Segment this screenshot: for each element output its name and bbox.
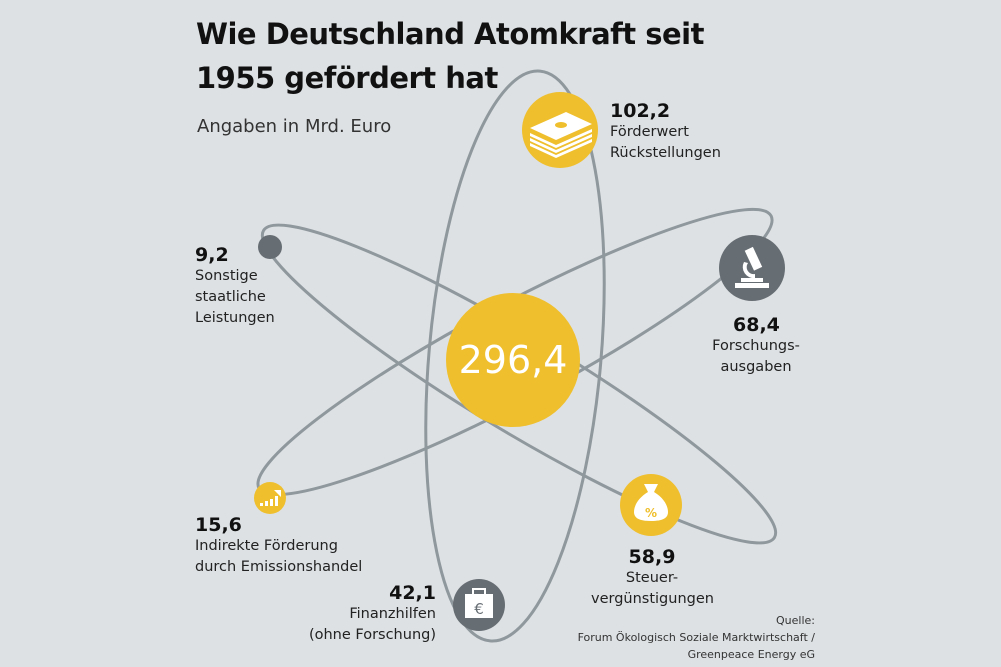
svg-text:%: %: [645, 506, 657, 520]
item-finanzhilfen: 42,1 Finanzhilfen (ohne Forschung): [306, 582, 436, 646]
subtitle: Angaben in Mrd. Euro: [197, 116, 392, 137]
item-emissionshandel: 15,6 Indirekte Förderung durch Emissions…: [195, 514, 362, 578]
money-stack-icon: [522, 92, 598, 168]
item-label: vergünstigungen: [591, 591, 714, 607]
orbit-vertical: [424, 69, 606, 643]
item-label: durch Emissionshandel: [195, 559, 363, 575]
item-label: ausgaben: [720, 359, 792, 375]
item-value: 102,2: [610, 100, 671, 122]
item-value: 42,1: [389, 582, 436, 604]
item-label: Finanzhilfen: [349, 606, 436, 622]
item-label: (ohne Forschung): [308, 627, 436, 643]
money-bag-percent-icon: %: [620, 474, 682, 536]
item-label: Forschungs-: [712, 338, 800, 354]
page-title: Wie Deutschland Atomkraft seit 1955 gefö…: [196, 17, 704, 95]
item-label: Indirekte Förderung: [195, 538, 338, 554]
item-value: 9,2: [195, 244, 229, 266]
item-label: Rückstellungen: [610, 145, 721, 161]
rising-bars-icon: [254, 482, 286, 514]
item-label: Leistungen: [195, 310, 275, 326]
item-value: 15,6: [195, 514, 242, 536]
svg-text:€: €: [474, 600, 484, 618]
euro-briefcase-icon: €: [453, 579, 505, 631]
item-label: Steuer-: [625, 570, 679, 586]
item-steuer: 58,9 Steuer- vergünstigungen: [591, 546, 714, 610]
source-note: Quelle: Forum Ökologisch Soziale Marktwi…: [578, 612, 815, 663]
source-heading: Quelle:: [776, 614, 815, 627]
total-value: 296,4: [458, 338, 568, 382]
microscope-icon: [719, 235, 785, 301]
item-label: Sonstige: [195, 268, 258, 284]
item-label: staatliche: [195, 289, 266, 305]
item-label: Förderwert: [610, 124, 689, 140]
total-circle: [446, 293, 580, 427]
item-sonstige: 9,2 Sonstige staatliche Leistungen: [195, 244, 275, 329]
item-rueckstellungen: 102,2 Förderwert Rückstellungen: [610, 100, 721, 164]
item-value: 58,9: [628, 546, 676, 568]
source-line: Greenpeace Energy eG: [687, 648, 815, 661]
source-line: Forum Ökologisch Soziale Marktwirtschaft…: [577, 631, 815, 644]
dot-icon: [258, 235, 282, 259]
item-forschung: 68,4 Forschungs- ausgaben: [706, 314, 806, 378]
item-value: 68,4: [733, 314, 780, 336]
